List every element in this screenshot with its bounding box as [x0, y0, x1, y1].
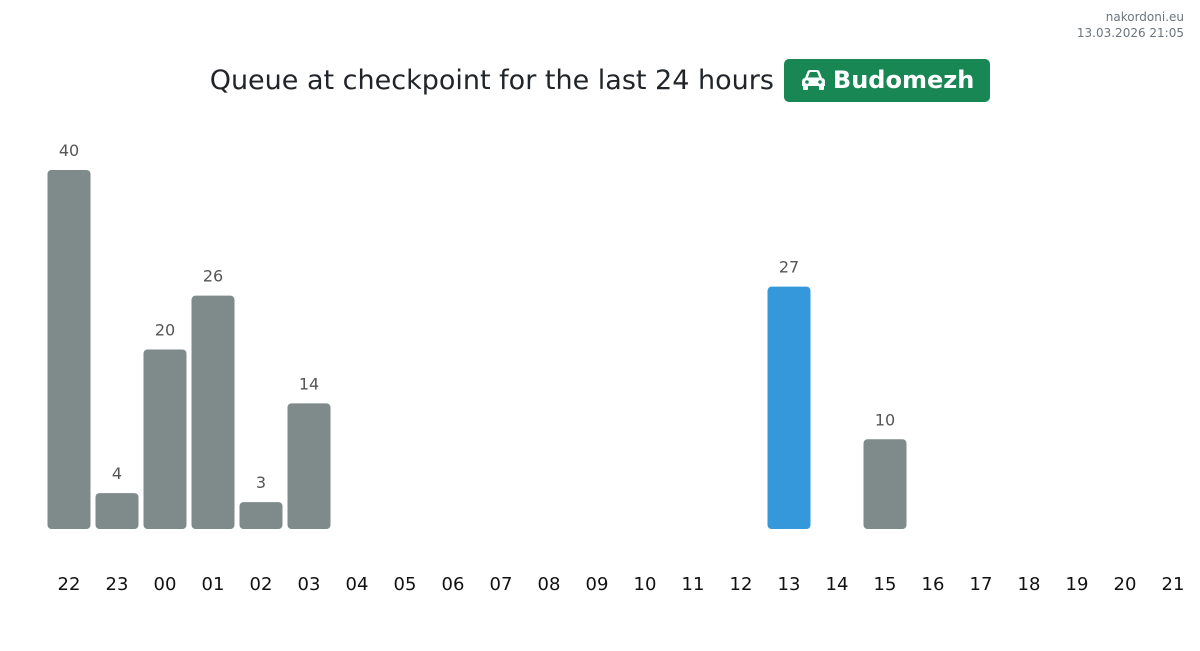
site-name: nakordoni.eu: [1105, 10, 1184, 24]
x-tick-01: 01: [202, 574, 225, 595]
x-tick-16: 16: [922, 574, 945, 595]
x-tick-18: 18: [1018, 574, 1041, 595]
x-tick-10: 10: [634, 574, 657, 595]
x-tick-17: 17: [970, 574, 993, 595]
value-label-00: 20: [155, 321, 175, 340]
x-tick-23: 23: [106, 574, 129, 595]
x-tick-14: 14: [826, 574, 849, 595]
bar-23: [95, 493, 139, 529]
site-info: nakordoni.eu 13.03.2026 21:05: [1077, 9, 1184, 41]
x-tick-07: 07: [490, 574, 513, 595]
bar-00: [143, 349, 187, 529]
x-tick-13: 13: [778, 574, 801, 595]
x-tick-11: 11: [682, 574, 705, 595]
value-label-03: 14: [299, 374, 319, 393]
value-label-13: 27: [779, 258, 799, 277]
chart-title: Queue at checkpoint for the last 24 hour…: [209, 64, 774, 96]
value-label-01: 26: [203, 267, 223, 286]
bar-13: [767, 286, 811, 529]
x-tick-06: 06: [442, 574, 465, 595]
x-tick-00: 00: [154, 574, 177, 595]
bar-22: [47, 170, 91, 529]
x-tick-02: 02: [250, 574, 273, 595]
bar-15: [863, 439, 907, 529]
value-label-22: 40: [59, 141, 79, 160]
car-icon: [801, 70, 825, 90]
bar-01: [191, 295, 235, 529]
value-label-15: 10: [875, 410, 895, 429]
bar-03: [287, 403, 331, 529]
x-tick-03: 03: [298, 574, 321, 595]
x-tick-09: 09: [586, 574, 609, 595]
x-tick-08: 08: [538, 574, 561, 595]
checkpoint-badge[interactable]: Budomezh: [783, 58, 991, 102]
x-tick-22: 22: [58, 574, 81, 595]
bar-02: [239, 502, 283, 529]
value-label-23: 4: [112, 464, 122, 483]
timestamp: 13.03.2026 21:05: [1076, 26, 1184, 40]
x-tick-12: 12: [730, 574, 753, 595]
value-label-02: 3: [256, 473, 266, 492]
x-tick-04: 04: [346, 574, 369, 595]
checkpoint-name: Budomezh: [832, 66, 975, 94]
x-tick-20: 20: [1114, 574, 1137, 595]
page-title: Queue at checkpoint for the last 24 hour…: [0, 58, 1200, 102]
x-tick-15: 15: [874, 574, 897, 595]
x-tick-19: 19: [1066, 574, 1089, 595]
x-tick-21: 21: [1162, 574, 1185, 595]
x-tick-05: 05: [394, 574, 417, 595]
